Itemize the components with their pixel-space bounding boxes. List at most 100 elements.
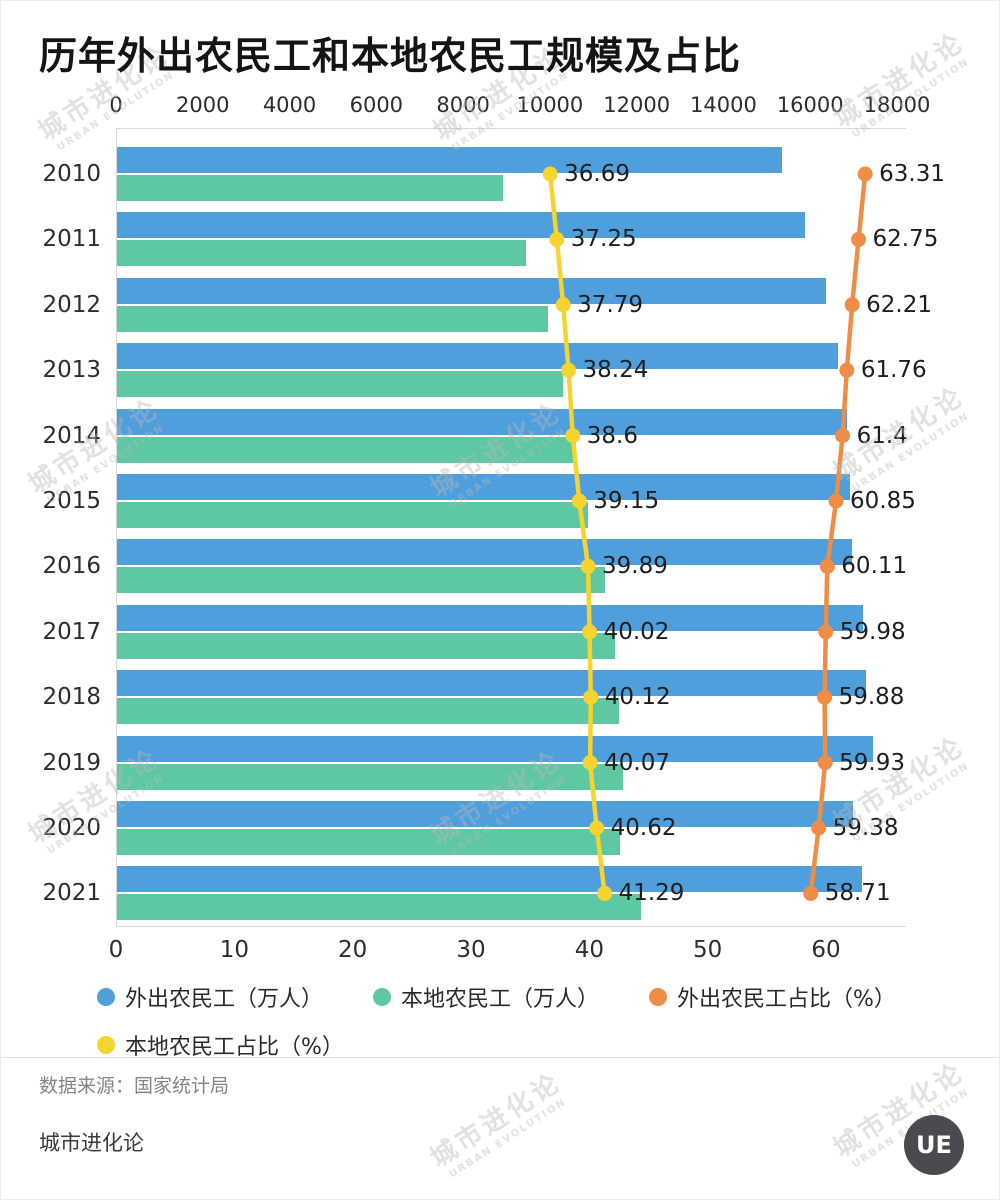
legend-swatch-local-share bbox=[97, 1036, 115, 1054]
bar-outgoing-workers bbox=[117, 866, 863, 893]
outgoing-share-value-label: 60.11 bbox=[841, 553, 908, 580]
top-axis-line bbox=[116, 128, 906, 129]
outgoing-share-value-label: 61.4 bbox=[856, 422, 908, 449]
bar-local-workers bbox=[117, 371, 564, 398]
outgoing-share-value-label: 58.71 bbox=[824, 880, 891, 907]
local-share-value-label: 40.02 bbox=[603, 618, 670, 645]
brand-logo-text: UE bbox=[916, 1131, 952, 1159]
year-label: 2014 bbox=[42, 422, 101, 449]
outgoing-share-value-label: 59.93 bbox=[839, 749, 906, 776]
legend-swatch-local-workers bbox=[373, 988, 392, 1006]
local-share-value-label: 37.25 bbox=[570, 226, 637, 253]
bar-local-workers bbox=[117, 305, 548, 332]
local-share-value-label: 39.89 bbox=[602, 553, 668, 580]
year-label: 2019 bbox=[42, 749, 101, 776]
outgoing-share-value-label: 62.75 bbox=[872, 226, 939, 253]
top-axis-tick-label: 14000 bbox=[690, 93, 757, 117]
bar-outgoing-workers bbox=[117, 735, 874, 762]
outgoing-share-value-label: 62.21 bbox=[866, 291, 932, 318]
top-axis-tick-label: 10000 bbox=[516, 93, 584, 117]
left-axis-line bbox=[116, 128, 117, 927]
bar-outgoing-workers bbox=[117, 147, 783, 173]
outgoing-share-point bbox=[851, 231, 867, 247]
top-axis-tick-label: 0 bbox=[109, 93, 123, 117]
top-axis-tick-label: 4000 bbox=[262, 93, 317, 117]
bar-local-workers bbox=[117, 436, 576, 463]
bar-local-workers bbox=[117, 175, 503, 201]
bar-local-workers bbox=[117, 567, 605, 594]
top-axis-tick-label: 12000 bbox=[603, 93, 671, 117]
local-share-value-label: 41.29 bbox=[618, 880, 685, 907]
top-axis-tick-label: 2000 bbox=[176, 93, 230, 117]
local-share-value-label: 39.15 bbox=[593, 488, 660, 514]
year-label: 2016 bbox=[42, 553, 101, 580]
data-source: 数据来源：国家统计局 bbox=[39, 1075, 230, 1097]
legend-row-1: 外出农民工（万人） 本地农民工（万人） 外出农民工占比（%） bbox=[97, 981, 896, 1013]
bar-local-workers bbox=[117, 763, 623, 790]
bottom-axis-tick-label: 10 bbox=[219, 937, 249, 963]
top-axis-tick-label: 8000 bbox=[436, 93, 490, 117]
outgoing-share-value-label: 59.98 bbox=[839, 618, 906, 645]
local-share-value-label: 36.69 bbox=[564, 161, 631, 187]
legend-swatch-outgoing-workers bbox=[97, 988, 115, 1006]
legend-row-2: 本地农民工占比（%） bbox=[97, 1029, 896, 1061]
bar-local-workers bbox=[117, 240, 526, 267]
bar-local-workers bbox=[117, 829, 621, 855]
legend-label-outgoing-workers: 外出农民工（万人） bbox=[125, 987, 324, 1012]
bottom-axis-tick-label: 60 bbox=[811, 937, 841, 963]
outgoing-share-point bbox=[839, 362, 855, 378]
legend-item-local-share: 本地农民工占比（%） bbox=[97, 1029, 344, 1061]
year-label: 2015 bbox=[42, 488, 101, 514]
year-label: 2012 bbox=[42, 291, 101, 318]
bar-local-workers bbox=[117, 894, 642, 921]
legend-item-outgoing-workers: 外出农民工（万人） bbox=[97, 981, 323, 1013]
legend-label-outgoing-share: 外出农民工占比（%） bbox=[677, 987, 896, 1012]
top-axis-tick-label: 18000 bbox=[863, 93, 931, 117]
local-share-value-label: 40.12 bbox=[604, 684, 671, 711]
brand-logo: UE bbox=[904, 1115, 964, 1175]
legend-label-local-share: 本地农民工占比（%） bbox=[125, 1035, 344, 1060]
bar-outgoing-workers bbox=[117, 408, 847, 435]
year-label: 2010 bbox=[42, 161, 101, 187]
bar-outgoing-workers bbox=[117, 212, 806, 239]
bar-outgoing-workers bbox=[117, 670, 867, 697]
bar-local-workers bbox=[117, 502, 589, 528]
bottom-axis-tick-label: 0 bbox=[108, 937, 124, 963]
outgoing-share-point bbox=[857, 166, 873, 182]
local-share-value-label: 38.6 bbox=[586, 422, 638, 449]
year-label: 2018 bbox=[42, 684, 101, 711]
outgoing-share-value-label: 59.38 bbox=[832, 815, 899, 841]
bar-local-workers bbox=[117, 632, 615, 659]
bottom-axis-tick-label: 50 bbox=[693, 937, 723, 963]
year-label: 2020 bbox=[42, 815, 101, 841]
bar-outgoing-workers bbox=[117, 474, 850, 500]
bottom-axis-tick-label: 30 bbox=[456, 937, 486, 963]
legend-item-local-workers: 本地农民工（万人） bbox=[373, 981, 599, 1013]
legend-item-outgoing-share: 外出农民工占比（%） bbox=[649, 981, 896, 1013]
year-label: 2021 bbox=[42, 880, 101, 907]
legend-label-local-workers: 本地农民工（万人） bbox=[401, 987, 600, 1012]
year-label: 2013 bbox=[42, 357, 101, 384]
outgoing-share-value-label: 60.85 bbox=[850, 488, 916, 514]
outgoing-share-value-label: 63.31 bbox=[879, 161, 946, 187]
local-share-value-label: 38.24 bbox=[582, 357, 649, 384]
local-share-value-label: 40.07 bbox=[604, 749, 671, 776]
legend: 外出农民工（万人） 本地农民工（万人） 外出农民工占比（%） 本地农民工占比（%… bbox=[97, 981, 896, 1077]
top-axis-tick-label: 6000 bbox=[349, 93, 404, 117]
top-axis-tick-label: 16000 bbox=[776, 93, 844, 117]
local-share-value-label: 37.79 bbox=[577, 291, 644, 318]
bar-outgoing-workers bbox=[117, 604, 863, 631]
bar-outgoing-workers bbox=[117, 277, 826, 304]
local-share-value-label: 40.62 bbox=[610, 815, 677, 841]
chart-title: 历年外出农民工和本地农民工规模及占比 bbox=[39, 34, 742, 78]
bar-outgoing-workers bbox=[117, 801, 853, 827]
outgoing-share-value-label: 59.88 bbox=[838, 684, 905, 711]
bottom-axis-tick-label: 20 bbox=[338, 937, 368, 963]
bar-local-workers bbox=[117, 698, 619, 725]
year-label: 2017 bbox=[42, 618, 101, 645]
bottom-axis-tick-label: 40 bbox=[574, 937, 604, 963]
footer-divider bbox=[1, 1057, 999, 1058]
legend-swatch-outgoing-share bbox=[649, 988, 668, 1006]
outgoing-share-point bbox=[844, 297, 860, 313]
